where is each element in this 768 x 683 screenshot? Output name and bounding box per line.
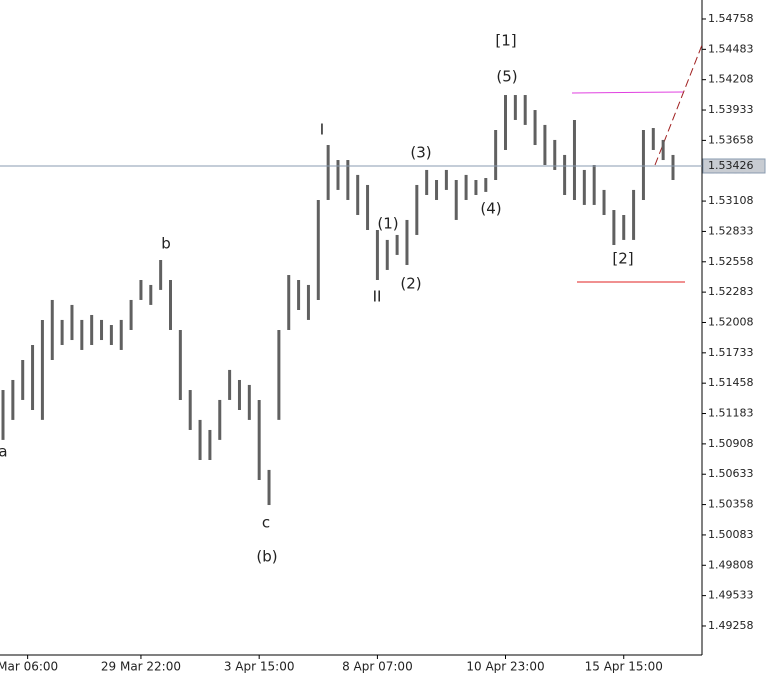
wave-label: b xyxy=(161,235,171,253)
last-price-box xyxy=(702,158,766,174)
target-line xyxy=(571,91,684,94)
x-tick-label: 10 Apr 23:00 xyxy=(466,660,544,674)
wave-label: (b) xyxy=(256,548,277,566)
y-tick-label: 1.51183 xyxy=(708,407,754,420)
wave-label: (5) xyxy=(496,68,517,86)
last-price-label: 1.53426 xyxy=(708,159,754,172)
wave-label: I xyxy=(320,121,324,139)
wave-label: c xyxy=(262,514,270,532)
wave-label: [2] xyxy=(612,250,633,268)
y-tick-label: 1.52283 xyxy=(708,285,754,298)
y-tick-label: 1.49533 xyxy=(708,589,754,602)
y-tick-label: 1.50908 xyxy=(708,437,754,450)
wave-label: [1] xyxy=(495,32,516,50)
x-tick-label: 29 Mar 22:00 xyxy=(101,660,181,674)
y-tick-label: 1.50633 xyxy=(708,467,754,480)
x-tick-label: 8 Apr 07:00 xyxy=(342,660,413,674)
x-tick-label: 15 Apr 15:00 xyxy=(585,660,663,674)
y-tick-label: 1.50358 xyxy=(708,498,754,511)
wave-label: (1) xyxy=(377,215,398,233)
projection-line xyxy=(654,44,703,166)
y-tick-label: 1.54483 xyxy=(708,42,754,55)
y-tick-label: 1.51733 xyxy=(708,346,754,359)
y-tick-label: 1.53108 xyxy=(708,194,754,207)
y-tick-label: 1.53658 xyxy=(708,133,754,146)
x-tick-label: 3 Apr 15:00 xyxy=(224,660,295,674)
y-tick-label: 1.54758 xyxy=(708,12,754,25)
y-tick-label: 1.54208 xyxy=(708,73,754,86)
wave-label: (2) xyxy=(400,275,421,293)
y-tick-label: 1.52558 xyxy=(708,255,754,268)
wave-label: (4) xyxy=(480,200,501,218)
y-tick-label: 1.49808 xyxy=(708,558,754,571)
y-tick-label: 1.52833 xyxy=(708,224,754,237)
wave-label: a xyxy=(0,443,8,461)
y-tick-label: 1.49258 xyxy=(708,619,754,632)
y-tick-label: 1.50083 xyxy=(708,528,754,541)
y-tick-label: 1.51458 xyxy=(708,376,754,389)
wave-label: (3) xyxy=(410,144,431,162)
wave-label: II xyxy=(373,288,382,306)
x-tick-label: Mar 06:00 xyxy=(0,660,58,674)
y-tick-label: 1.53933 xyxy=(708,103,754,116)
y-tick-label: 1.52008 xyxy=(708,315,754,328)
